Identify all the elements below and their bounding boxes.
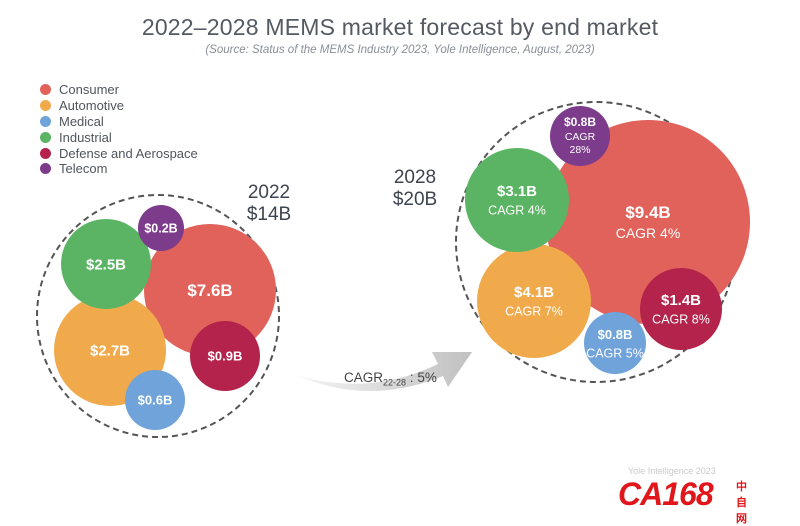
bubble-cagr-label: CAGR 5% — [586, 347, 644, 361]
legend-label: Industrial — [59, 129, 112, 145]
bubble-cagr-label: CAGR 4% — [488, 204, 546, 218]
legend-swatch — [40, 84, 51, 96]
legend-label: Automotive — [59, 98, 125, 114]
bubble-2022-defense-and-aerospace — [190, 321, 260, 391]
bubble-value-label: $0.9B — [208, 349, 243, 364]
overall-cagr-colon: : — [406, 370, 418, 385]
bubble-2022-medical — [125, 370, 185, 430]
bubble-value-label: $4.1B — [514, 284, 554, 301]
bubble-cagr-label: CAGR 7% — [505, 305, 563, 319]
chart-subtitle: (Source: Status of the MEMS Industry 202… — [205, 44, 595, 56]
bubble-value-label: $0.8B — [564, 115, 596, 129]
legend-item-industrial: Industrial — [40, 129, 198, 145]
legend-item-defense-and-aerospace: Defense and Aerospace — [40, 145, 198, 161]
site-logo: CA168 中自网 — [618, 476, 747, 525]
legend-item-medical: Medical — [40, 114, 198, 130]
bubble-value-label: $9.4B — [625, 203, 670, 222]
bubble-2022-industrial — [61, 219, 151, 309]
legend-label: Defense and Aerospace — [59, 145, 198, 161]
total-2028: $20B — [392, 189, 438, 210]
enclosure-2022 — [36, 194, 280, 438]
legend-swatch — [40, 100, 51, 112]
legend-swatch — [40, 163, 51, 175]
legend-item-telecom: Telecom — [40, 161, 198, 177]
bubble-2022-consumer — [144, 224, 276, 356]
bubble-2028-defense-and-aerospace — [640, 268, 722, 350]
bubble-cagr-label: CAGR 4% — [616, 225, 681, 241]
overall-cagr-period: 22-28 — [383, 377, 407, 388]
bubble-value-label: $2.5B — [86, 256, 126, 273]
bubble-value-label: $0.6B — [138, 393, 173, 408]
bubble-value-label: $7.6B — [187, 281, 232, 300]
legend-swatch — [40, 131, 51, 143]
legend: Consumer Automotive Medical Industrial Defen… — [40, 82, 198, 177]
logo-text: CA168 — [618, 476, 714, 512]
overall-cagr-label: CAGR — [344, 370, 384, 385]
legend-swatch — [40, 147, 51, 159]
bubble-cagr-label: CAGR — [565, 131, 596, 143]
bubble-value-label: $1.4B — [661, 292, 701, 309]
total-2022: $14B — [246, 204, 292, 225]
bubble-value-label: $2.7B — [90, 342, 130, 359]
bubble-2028-automotive — [477, 244, 591, 358]
bubble-2028-telecom — [550, 106, 610, 166]
bubble-2028-medical — [584, 312, 646, 374]
year-label-2022: 2022 $14B — [234, 182, 304, 226]
legend-label: Medical — [59, 113, 104, 129]
bubble-cagr-label: 28% — [569, 144, 590, 156]
logo-cn-text: 中自网 — [736, 481, 747, 525]
chart-title: 2022–2028 MEMS market forecast by end ma… — [141, 14, 659, 40]
legend-item-consumer: Consumer — [40, 82, 198, 98]
bubble-value-label: $0.2B — [144, 221, 177, 235]
year-2022: 2022 — [247, 182, 291, 203]
bubble-2028-industrial — [465, 148, 569, 252]
overall-cagr: CAGR22-28 : 5% — [344, 370, 437, 388]
bubble-value-label: $3.1B — [497, 183, 537, 200]
legend-item-automotive: Automotive — [40, 98, 198, 114]
growth-arrow — [298, 352, 472, 391]
watermark-text: Yole Intelligence 2023 — [628, 466, 716, 476]
year-label-2028: 2028 $20B — [380, 167, 450, 211]
bubble-cagr-label: CAGR 8% — [652, 313, 710, 327]
year-2028: 2028 — [393, 167, 437, 188]
overall-cagr-value: 5% — [417, 370, 437, 385]
legend-label: Consumer — [59, 82, 119, 98]
bubble-value-label: $0.8B — [598, 327, 633, 342]
legend-swatch — [40, 115, 51, 127]
legend-label: Telecom — [59, 161, 108, 177]
bubble-2022-telecom — [138, 205, 184, 251]
